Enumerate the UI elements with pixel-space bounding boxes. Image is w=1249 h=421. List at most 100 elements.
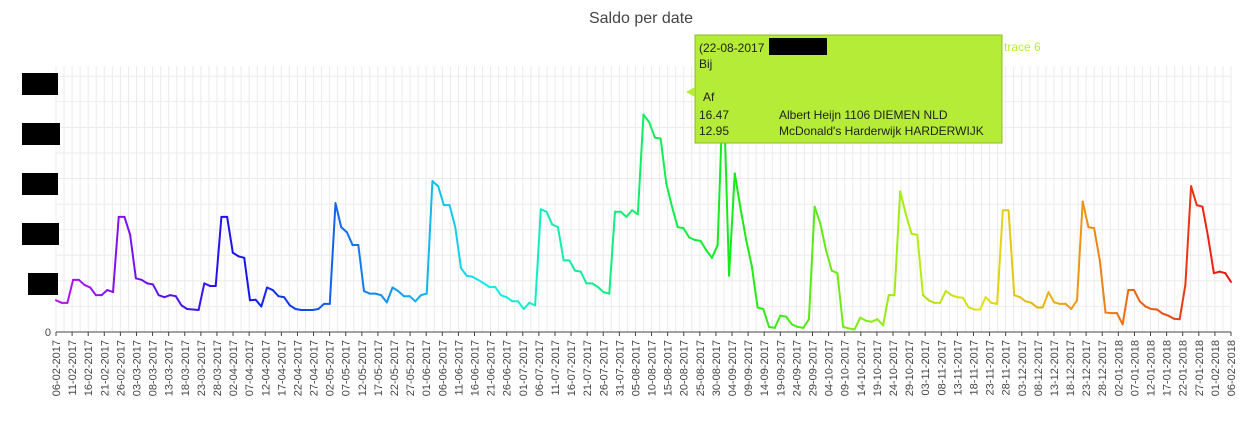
x-tick-label: 17-05-2017 <box>373 340 385 396</box>
series-segment <box>596 285 605 294</box>
x-tick-label: 29-09-2017 <box>808 340 820 396</box>
x-tick-label: 22-05-2017 <box>389 340 401 396</box>
x-tick-label: 28-12-2017 <box>1097 340 1109 396</box>
series-segment <box>539 208 548 213</box>
x-tick-label: 18-11-2017 <box>968 340 980 395</box>
series-segment <box>830 269 839 275</box>
series-segment <box>1064 302 1073 310</box>
redacted-y-label <box>22 73 58 95</box>
series-segment <box>517 300 525 310</box>
x-tick-label: 15-08-2017 <box>663 340 675 396</box>
series-segment <box>522 301 531 310</box>
series-segment <box>1030 301 1039 309</box>
series-segment <box>790 323 799 328</box>
tooltip-pointer <box>686 87 695 97</box>
x-tick-label: 24-09-2017 <box>791 340 803 396</box>
x-tick-label: 11-02-2017 <box>67 340 79 395</box>
series-segment <box>454 226 462 270</box>
x-tick-label: 23-12-2017 <box>1081 340 1093 396</box>
x-tick-label: 25-08-2017 <box>695 340 707 396</box>
x-tick-label: 18-03-2017 <box>180 340 192 396</box>
x-tick-label: 21-06-2017 <box>486 340 498 396</box>
series-segment <box>345 231 354 247</box>
series-segment <box>807 205 816 321</box>
series-segment <box>967 306 976 311</box>
series-segment <box>659 137 668 185</box>
series-segment <box>214 215 223 287</box>
series-segment <box>397 290 405 298</box>
series-segment <box>870 318 879 323</box>
series-segment <box>1178 283 1187 321</box>
series-segment <box>728 172 736 277</box>
x-tick-label: 19-09-2017 <box>775 340 787 396</box>
x-tick-label: 01-07-2017 <box>518 340 530 396</box>
series-segment <box>836 272 845 328</box>
series-segment <box>916 233 924 297</box>
x-tick-label: 27-04-2017 <box>309 340 321 396</box>
series-segment <box>534 208 542 307</box>
tooltip-amount-2: 12.95 <box>699 124 729 138</box>
x-tick-label: 13-11-2017 <box>952 340 964 395</box>
series-segment <box>1161 312 1170 317</box>
series-segment <box>1138 300 1147 308</box>
x-tick-label: 06-02-2018 <box>1226 340 1238 396</box>
series-segment <box>55 299 63 304</box>
x-tick-label: 07-04-2017 <box>244 340 256 396</box>
series-segment <box>100 289 109 297</box>
x-tick-label: 26-02-2017 <box>115 340 127 396</box>
series-segment <box>642 113 651 124</box>
series-segment <box>391 286 400 293</box>
series-segment <box>499 294 508 299</box>
series-segment <box>174 295 183 307</box>
x-tick-label: 21-02-2017 <box>99 340 111 396</box>
series-segment <box>950 294 959 299</box>
x-tick-label: 03-11-2017 <box>920 340 932 395</box>
x-tick-label: 01-06-2017 <box>421 340 433 396</box>
series-segment <box>710 244 719 259</box>
series-segment <box>283 296 291 307</box>
series-segment <box>545 210 554 226</box>
x-tick-label: 21-07-2017 <box>582 340 594 396</box>
series-segment <box>961 296 970 309</box>
series-segment <box>1098 259 1107 314</box>
series-segment <box>1184 185 1193 286</box>
series-segment <box>899 190 907 216</box>
series-segment <box>317 302 326 310</box>
series-segment <box>944 290 953 297</box>
series-segment <box>608 210 616 295</box>
x-tick-label: 09-10-2017 <box>840 340 852 396</box>
series-segment <box>1201 205 1210 239</box>
series-segment <box>819 222 828 252</box>
series-segment <box>163 294 172 299</box>
series-segment <box>505 296 514 303</box>
series-segment <box>551 223 559 229</box>
x-tick-label: 11-06-2017 <box>453 340 465 395</box>
series-segment <box>1224 272 1232 283</box>
x-tick-label: 14-09-2017 <box>759 340 771 396</box>
x-tick-label: 11-07-2017 <box>550 340 562 395</box>
series-segment <box>1190 185 1198 207</box>
x-tick-label: 01-02-2018 <box>1210 340 1222 396</box>
series-segment <box>140 278 149 285</box>
series-line <box>55 79 1232 331</box>
series-segment <box>733 172 742 210</box>
series-segment <box>180 304 189 310</box>
series-segment <box>705 249 713 259</box>
series-segment <box>984 296 993 304</box>
x-tick-label: 10-08-2017 <box>647 340 659 396</box>
series-segment <box>334 202 343 229</box>
x-tick-label: 26-07-2017 <box>598 340 610 396</box>
x-tick-label: 06-07-2017 <box>534 340 546 396</box>
x-tick-label: 14-10-2017 <box>856 340 868 396</box>
series-segment <box>157 294 166 299</box>
grid <box>55 66 1232 332</box>
series-segment <box>197 282 206 311</box>
series-segment <box>83 283 92 289</box>
series-segment <box>1018 296 1027 303</box>
x-tick-label: 02-01-2018 <box>1113 340 1125 396</box>
series-segment <box>1013 294 1021 299</box>
series-segment <box>750 265 759 309</box>
series-segment <box>89 286 97 297</box>
x-tick-label: 07-05-2017 <box>341 340 353 396</box>
